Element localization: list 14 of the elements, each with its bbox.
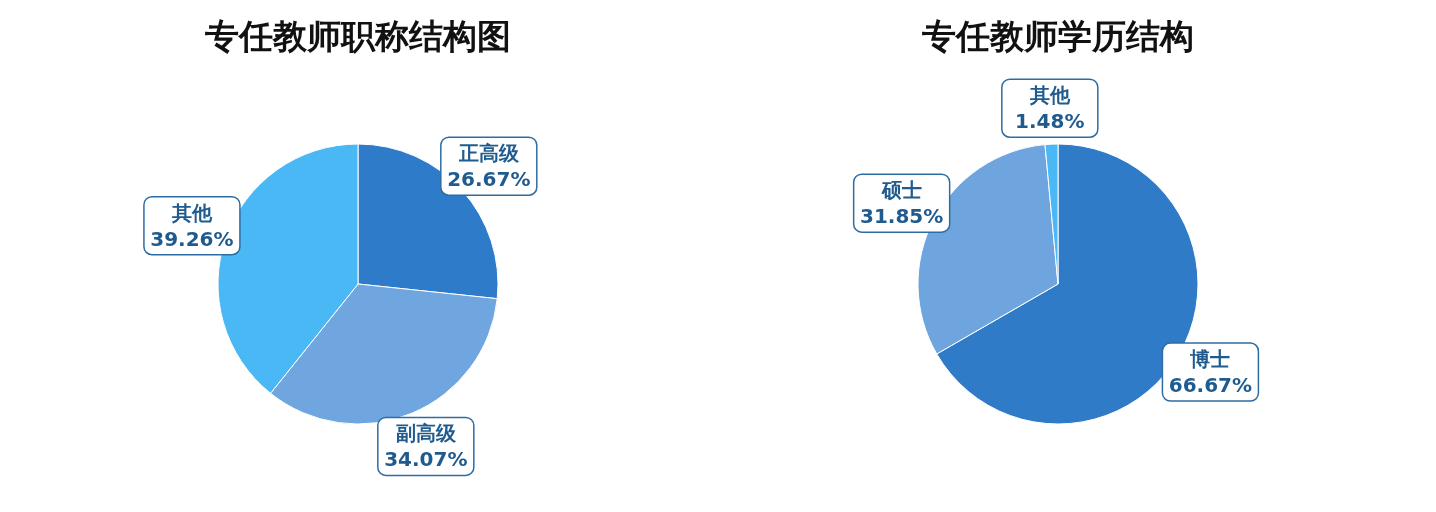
- data-label: 39.26%: [150, 226, 234, 251]
- slice-label: 正高级: [457, 141, 520, 166]
- data-label: 34.07%: [384, 447, 468, 472]
- data-label: 26.67%: [447, 167, 531, 192]
- slice-label: 硕士: [880, 178, 922, 203]
- chart-title: 专任教师职称结构图: [204, 15, 512, 58]
- slice-label: 博士: [1189, 347, 1231, 372]
- data-label: 31.85%: [860, 204, 944, 229]
- data-label: 1.48%: [1015, 109, 1085, 134]
- data-label: 66.67%: [1168, 373, 1253, 398]
- chart-title: 专任教师学历结构: [921, 15, 1195, 58]
- slice-label: 其他: [1028, 83, 1071, 108]
- slice-label: 副高级: [395, 421, 457, 446]
- slice-label: 其他: [170, 200, 213, 225]
